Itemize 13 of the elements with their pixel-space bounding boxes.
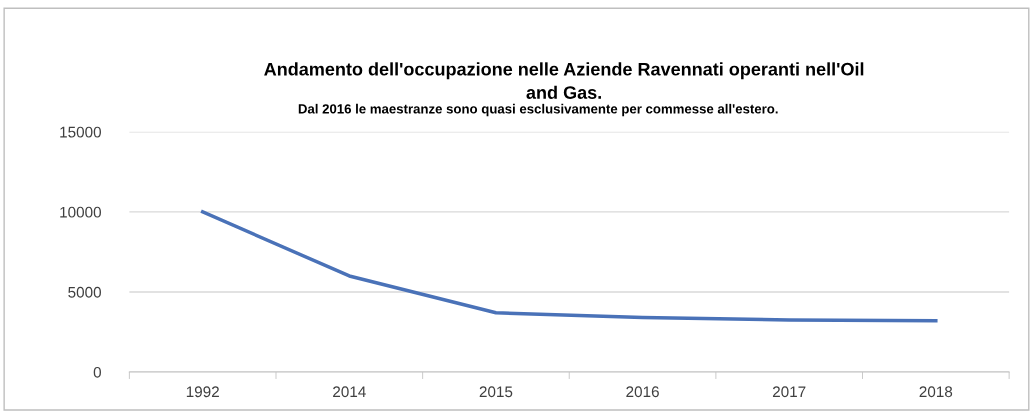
x-tick-label: 2017	[772, 386, 806, 398]
x-tick-label: 2014	[333, 386, 366, 398]
y-tick-label: 5000	[68, 286, 101, 298]
y-tick-label: 10000	[60, 206, 101, 218]
line-series	[200, 210, 938, 323]
x-tick-label: 2016	[626, 386, 659, 398]
chart-subtitle: Dal 2016 le maestranze sono quasi esclusivamente per commesse all'estero.	[298, 103, 778, 117]
y-tick-label: 15000	[60, 126, 101, 138]
x-tick-label: 2015	[479, 386, 513, 398]
x-tick-label: 1992	[186, 386, 219, 398]
chart-title: Andamento dell'occupazione nelle Aziende Ravennati operanti nell'Oil and Gas.	[264, 62, 864, 99]
y-tick-label: 0	[93, 366, 101, 378]
x-tick-label: 2018	[919, 386, 953, 398]
